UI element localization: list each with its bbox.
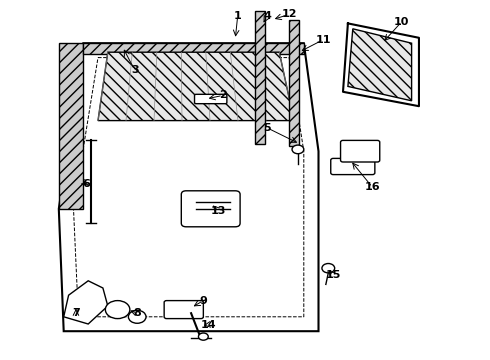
Text: 11: 11 xyxy=(316,35,331,45)
Polygon shape xyxy=(348,29,412,101)
Circle shape xyxy=(128,310,146,323)
Text: 2: 2 xyxy=(219,90,227,100)
FancyBboxPatch shape xyxy=(164,301,203,319)
Polygon shape xyxy=(64,281,108,324)
Text: 13: 13 xyxy=(210,206,226,216)
Polygon shape xyxy=(98,52,294,121)
Circle shape xyxy=(105,301,130,319)
Polygon shape xyxy=(289,20,299,146)
Text: 16: 16 xyxy=(365,182,380,192)
Text: 3: 3 xyxy=(131,65,139,75)
Text: 9: 9 xyxy=(199,296,207,306)
Text: 5: 5 xyxy=(263,123,271,133)
Text: 14: 14 xyxy=(200,320,216,330)
FancyBboxPatch shape xyxy=(195,94,227,104)
FancyBboxPatch shape xyxy=(181,191,240,227)
Polygon shape xyxy=(255,11,265,144)
Circle shape xyxy=(322,264,335,273)
Text: 10: 10 xyxy=(394,17,410,27)
Text: 4: 4 xyxy=(263,11,271,21)
Text: 6: 6 xyxy=(82,179,90,189)
Text: 12: 12 xyxy=(281,9,297,19)
FancyBboxPatch shape xyxy=(331,158,375,175)
FancyBboxPatch shape xyxy=(341,140,380,162)
Circle shape xyxy=(292,145,304,154)
Polygon shape xyxy=(59,43,318,331)
Polygon shape xyxy=(83,43,304,54)
Circle shape xyxy=(198,333,208,340)
Text: 15: 15 xyxy=(325,270,341,280)
Text: 8: 8 xyxy=(133,308,141,318)
Text: 7: 7 xyxy=(72,308,80,318)
Text: 1: 1 xyxy=(234,11,242,21)
Polygon shape xyxy=(59,43,83,209)
